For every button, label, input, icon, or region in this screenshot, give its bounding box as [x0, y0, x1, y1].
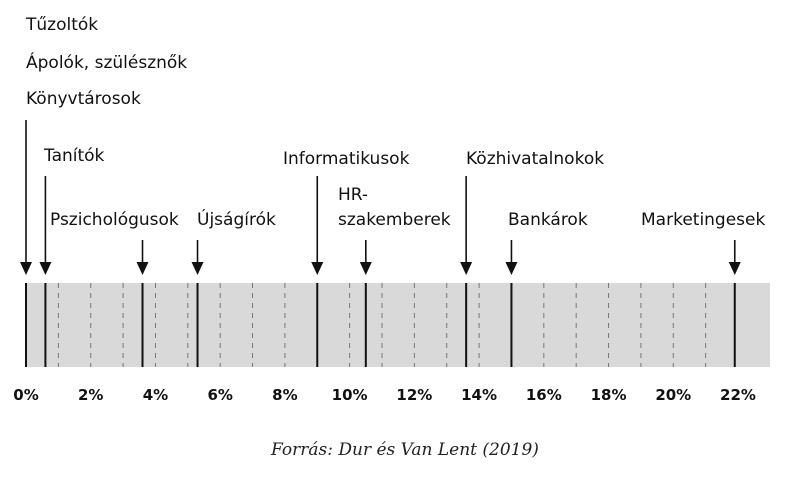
marker: Pszichológusok	[50, 210, 179, 367]
source-note: Forrás: Dur és Van Lent (2019)	[271, 440, 539, 460]
tick-label: 2%	[78, 386, 103, 404]
occupation-label: Informatikusok	[283, 149, 410, 169]
arrow-head	[460, 262, 473, 275]
arrow-head	[728, 262, 741, 275]
occupation-label: Újságírók	[197, 208, 276, 230]
occupation-label: Könyvtárosok	[26, 89, 141, 109]
arrow-head	[505, 262, 518, 275]
tick-label: 6%	[207, 386, 232, 404]
arrow-head	[136, 262, 149, 275]
arrow-head	[39, 262, 52, 275]
tick-label: 10%	[332, 386, 368, 404]
marker: Informatikusok	[283, 149, 410, 367]
occupation-label: szakemberek	[338, 210, 451, 230]
arrow-head	[359, 262, 372, 275]
marker: HR-szakemberek	[338, 185, 451, 367]
occupation-label: Tűzoltók	[25, 15, 98, 35]
markers: Tűzoltók Ápolók, szülésznők Könyvtárosok Ta…	[20, 15, 766, 367]
arrow-head	[20, 262, 32, 275]
gridlines	[57, 283, 707, 367]
tick-label: 20%	[655, 386, 691, 404]
tick-label: 4%	[143, 386, 168, 404]
occupation-label: Tanítók	[43, 146, 105, 166]
occupation-label: Pszichológusok	[50, 210, 179, 230]
tick-label: 16%	[526, 386, 562, 404]
tick-label: 18%	[591, 386, 627, 404]
marker: Közhivatalnokok	[460, 149, 604, 367]
tick-label: 22%	[720, 386, 756, 404]
arrow-head	[191, 262, 204, 275]
tick-label: 0%	[13, 386, 38, 404]
value-band	[26, 283, 770, 367]
occupation-label: Bankárok	[508, 210, 588, 230]
marker: Marketingesek	[641, 210, 766, 367]
marker: Tűzoltók Ápolók, szülésznők Könyvtárosok	[20, 15, 187, 367]
marker: Bankárok	[505, 210, 588, 367]
tick-labels: 0% 2% 4% 6% 8% 10% 12% 14% 16% 18% 20% 22%	[13, 386, 756, 404]
marker: Újságírók	[191, 208, 276, 367]
tick-label: 12%	[396, 386, 432, 404]
occupation-label: Marketingesek	[641, 210, 766, 230]
arrow-head	[311, 262, 324, 275]
occupation-label: HR-	[338, 185, 368, 205]
occupation-label: Közhivatalnokok	[466, 149, 604, 169]
occupation-strip-chart: Tűzoltók Ápolók, szülésznők Könyvtárosok Ta…	[13, 15, 770, 404]
tick-label: 8%	[272, 386, 297, 404]
occupation-label: Ápolók, szülésznők	[26, 51, 187, 73]
marker: Tanítók	[39, 146, 105, 367]
tick-label: 14%	[461, 386, 497, 404]
